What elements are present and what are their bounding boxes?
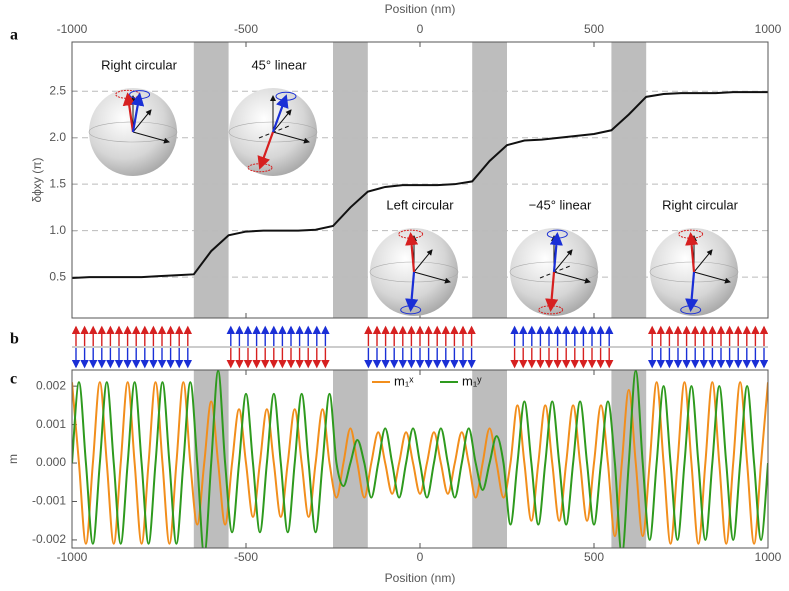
annotation: Right circular	[101, 57, 178, 72]
shaded-region	[333, 42, 368, 318]
y-tick-label: 0.002	[36, 378, 66, 392]
series-line	[72, 370, 768, 548]
x-tick-label: 500	[584, 550, 604, 564]
shaded-region	[333, 370, 368, 548]
panel-label: c	[10, 371, 17, 388]
sphere-axis	[132, 131, 170, 144]
series-line	[72, 381, 768, 545]
x-tick-label: 1000	[755, 22, 782, 36]
legend-label: m₁ʸ	[462, 373, 482, 388]
spin-red	[685, 231, 699, 273]
shaded-region	[472, 42, 507, 318]
annotation: Left circular	[386, 197, 454, 212]
spin-blue	[549, 231, 563, 273]
y-tick-label: 0.000	[36, 455, 66, 469]
y-tick-label: -0.002	[32, 532, 66, 546]
annotation: −45° linear	[529, 197, 592, 212]
x-tick-label: -500	[234, 22, 258, 36]
x-tick-label: 500	[584, 22, 604, 36]
x-tick-label: 1000	[755, 550, 782, 564]
y-axis-title: δϕxy (π)	[30, 157, 44, 202]
y-tick-label: 1.0	[49, 223, 66, 237]
sphere-axis	[553, 249, 573, 273]
y-tick-label: 0.5	[49, 269, 66, 283]
sphere-axis	[693, 271, 731, 284]
sphere-axis	[413, 249, 433, 273]
sphere-axis	[553, 271, 591, 284]
sphere-axis	[413, 271, 451, 284]
spin-red	[257, 131, 275, 170]
series-line	[72, 91, 768, 280]
spin-red	[545, 271, 559, 313]
x-tick-label: -1000	[57, 22, 88, 36]
panel-label: a	[10, 27, 18, 44]
x-axis-title: Position (nm)	[385, 571, 456, 585]
x-tick-label: 0	[417, 550, 424, 564]
x-axis-title: Position (nm)	[385, 2, 456, 16]
y-tick-label: 1.5	[49, 176, 66, 190]
legend-label: m₁ˣ	[394, 373, 414, 388]
y-tick-label: 2.0	[49, 130, 66, 144]
x-tick-label: -500	[234, 550, 258, 564]
spin-blue	[405, 271, 419, 313]
spin-blue	[685, 271, 699, 313]
spin-blue	[131, 92, 145, 133]
x-tick-label: -1000	[57, 550, 88, 564]
shaded-region	[611, 42, 647, 318]
spin-red	[405, 231, 419, 273]
plot-frame	[71, 369, 769, 549]
sphere-axis	[272, 109, 292, 133]
sphere-axis	[272, 131, 310, 144]
annotation: 45° linear	[251, 57, 307, 72]
sphere-axis	[132, 109, 152, 133]
panel-label: b	[10, 331, 19, 348]
y-tick-label: 2.5	[49, 83, 66, 97]
spin-red	[122, 92, 136, 133]
y-axis-title: m	[6, 454, 20, 464]
plot-frame	[71, 41, 769, 319]
x-tick-label: 0	[417, 22, 424, 36]
annotation: Right circular	[662, 197, 739, 212]
y-tick-label: -0.001	[32, 494, 66, 508]
y-tick-label: 0.001	[36, 417, 66, 431]
shaded-region	[193, 42, 229, 318]
plot-lines	[72, 370, 768, 548]
plot-lines	[72, 91, 768, 280]
sphere-axis	[693, 249, 713, 273]
spin-blue	[271, 94, 289, 133]
